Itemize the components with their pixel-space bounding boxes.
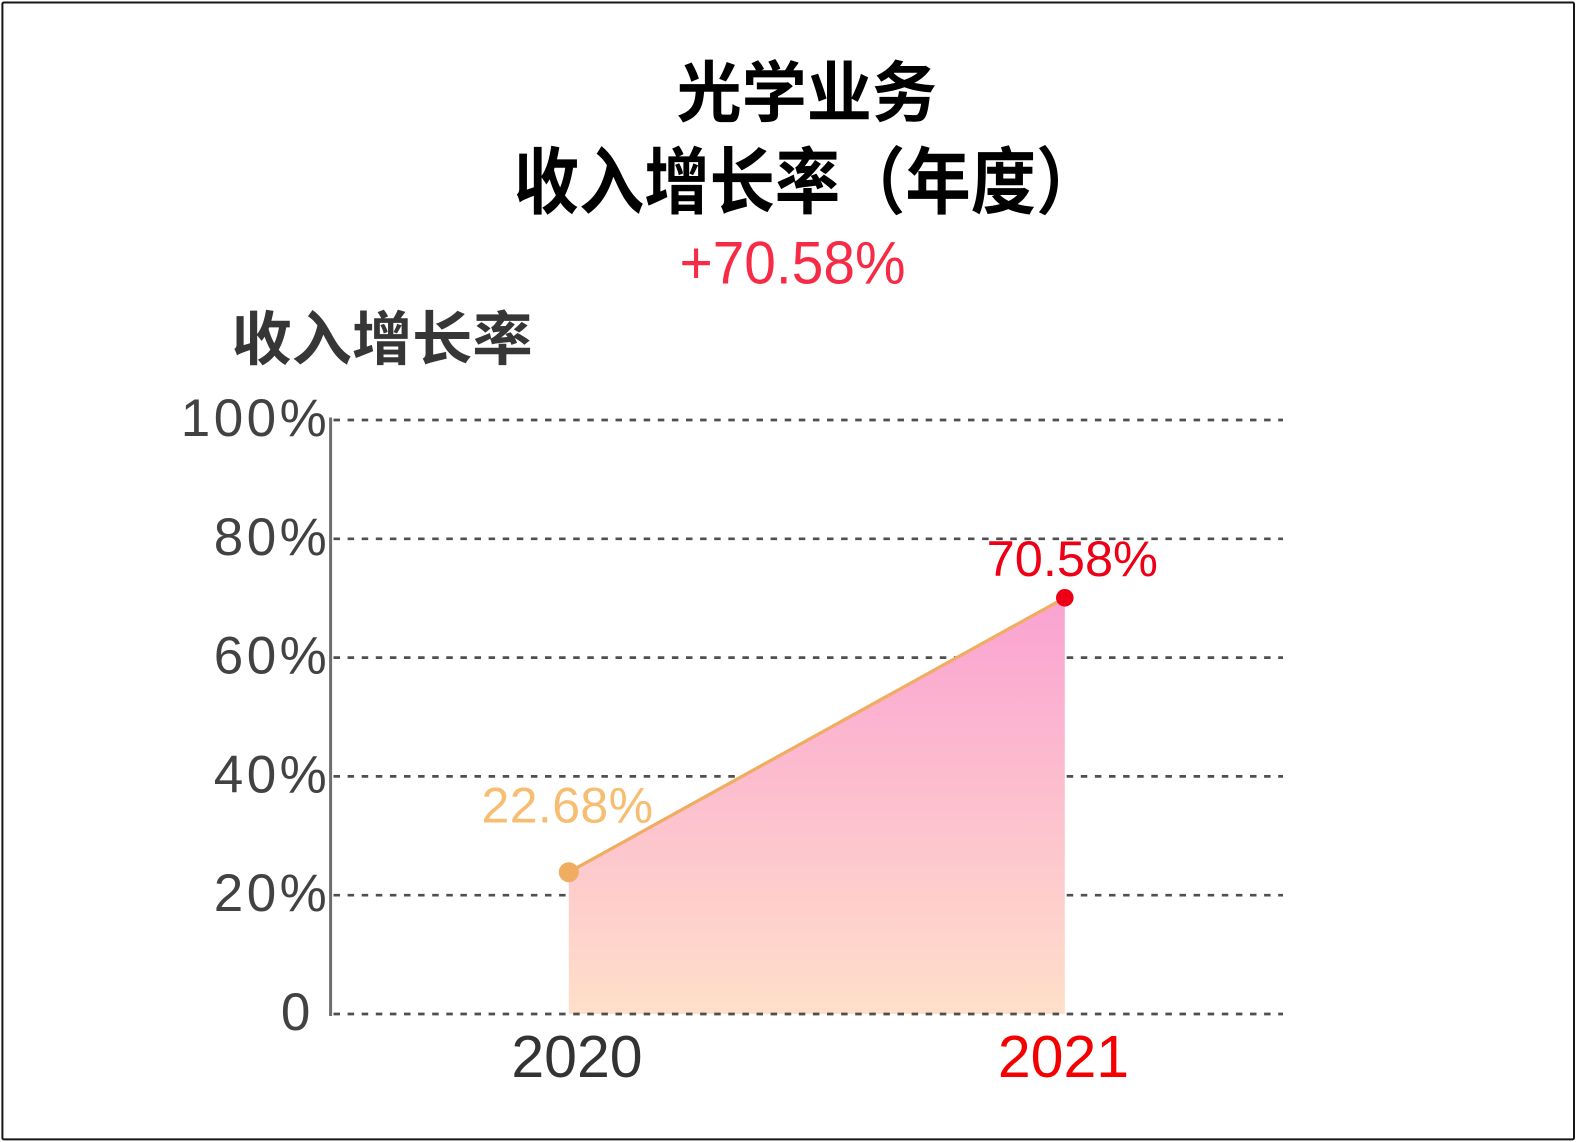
svg-text:20%: 20% (214, 864, 331, 923)
svg-text:+70.58%: +70.58% (680, 229, 906, 297)
svg-text:2021: 2021 (998, 1024, 1129, 1090)
svg-text:22.68%: 22.68% (482, 777, 654, 833)
svg-text:70.58%: 70.58% (987, 530, 1158, 587)
svg-text:2020: 2020 (511, 1024, 642, 1090)
svg-text:40%: 40% (214, 745, 331, 804)
svg-text:0: 0 (281, 983, 314, 1042)
svg-text:80%: 80% (214, 508, 331, 567)
svg-text:60%: 60% (214, 627, 331, 686)
svg-text:100%: 100% (181, 389, 331, 448)
